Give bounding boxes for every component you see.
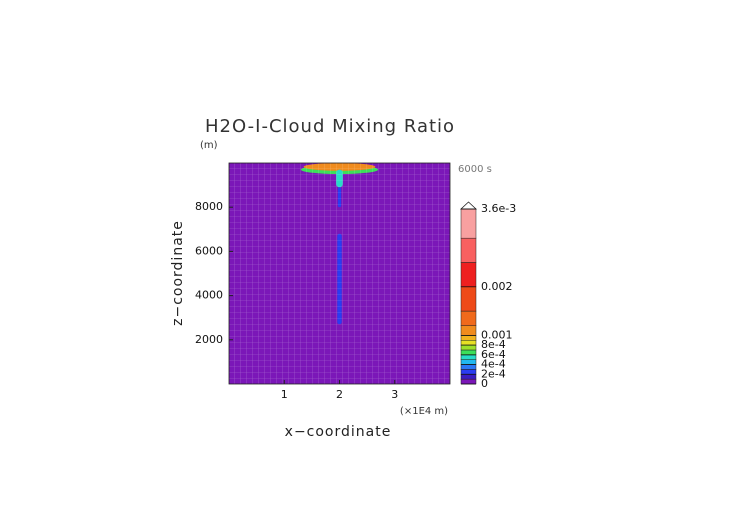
x-tick-label: 2 (336, 388, 343, 401)
colorbar-band (460, 359, 477, 365)
x-unit: (×1E4 m) (400, 406, 448, 417)
plot-area (229, 163, 450, 384)
colorbar-tick-label: 0 (481, 377, 488, 390)
colorbar-band (460, 340, 477, 346)
colorbar-tick-label: 0.002 (481, 280, 513, 293)
colorbar-band (460, 325, 477, 336)
y-unit: (m) (200, 140, 218, 151)
y-tick-label: 2000 (195, 333, 223, 346)
colorbar-tick-label: 2e-4 (481, 367, 506, 380)
time-label: 6000 s (458, 164, 492, 175)
colorbar-tick-label: 4e-4 (481, 358, 506, 371)
y-tick-label: 4000 (195, 289, 223, 302)
colorbar-band (460, 237, 477, 263)
y-tick-label: 8000 (195, 200, 223, 213)
colorbar-band (460, 369, 477, 375)
colorbar-band (460, 344, 477, 351)
colorbar: 02e-44e-46e-48e-40.001 0.002 3.6e-3 (459, 201, 516, 390)
x-axis-label: x−coordinate (285, 424, 392, 440)
colorbar-band (460, 374, 477, 380)
colorbar-band (460, 335, 477, 341)
colorbar-band (460, 310, 477, 326)
colorbar-tick-label: 6e-4 (481, 348, 506, 361)
colorbar-tick-label: 3.6e-3 (481, 202, 516, 215)
y-axis-label: z−coordinate (170, 220, 186, 326)
colorbar-band (460, 378, 477, 385)
colorbar-band (460, 262, 477, 288)
colorbar-band (460, 208, 477, 239)
x-tick-label: 1 (281, 388, 288, 401)
x-tick-label: 3 (391, 388, 398, 401)
grid-texture (229, 163, 450, 384)
colorbar-band (460, 286, 477, 312)
colorbar-extend (459, 201, 478, 210)
colorbar-band (460, 354, 477, 360)
y-tick-label: 6000 (195, 244, 223, 257)
colorbar-tick-label: 0.001 (481, 328, 513, 341)
colorbar-band (460, 349, 477, 356)
colorbar-tick-label: 8e-4 (481, 338, 506, 351)
chart-title: H2O-I-Cloud Mixing Ratio (205, 116, 455, 137)
colorbar-band (460, 364, 477, 370)
